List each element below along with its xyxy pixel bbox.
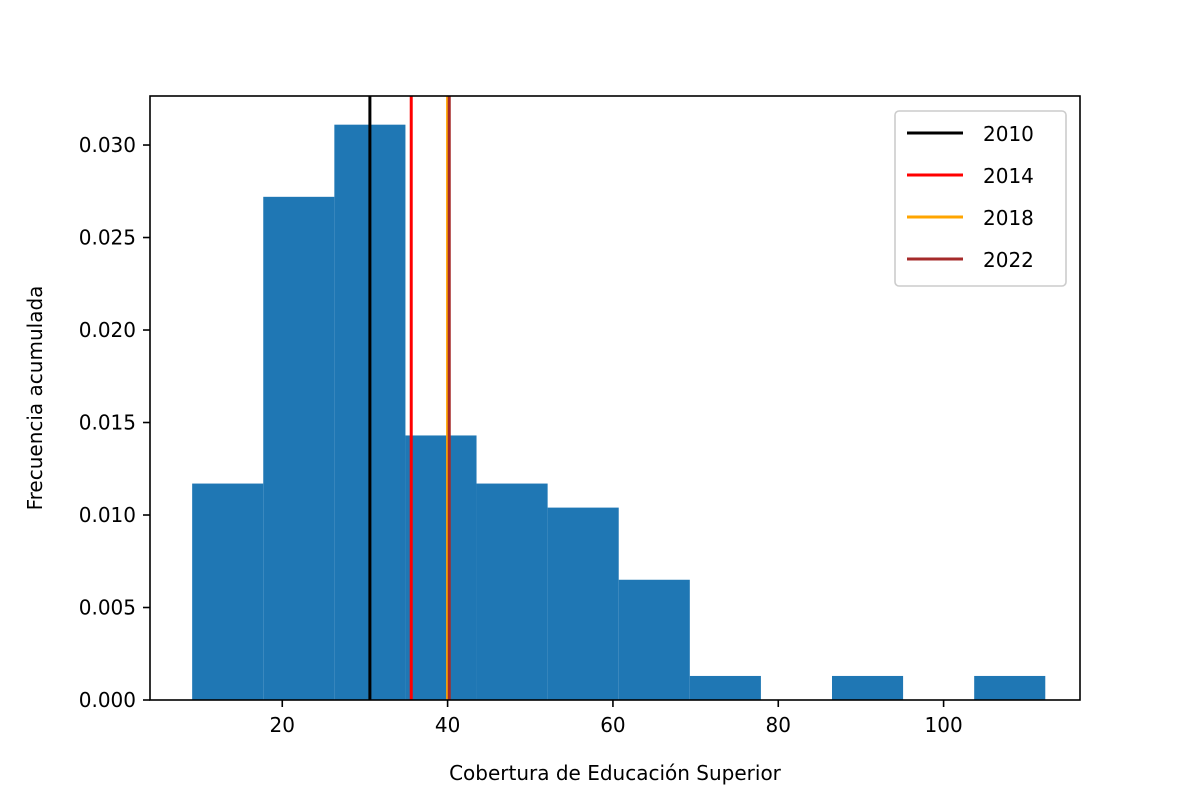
- y-tick-label: 0.015: [79, 411, 136, 435]
- x-tick-label: 100: [925, 713, 963, 737]
- histogram-bar-1: [263, 196, 335, 700]
- y-tick-label: 0.005: [79, 596, 136, 620]
- x-tick-label: 40: [435, 713, 460, 737]
- legend: 2010 2014 2018 2022: [894, 110, 1067, 287]
- x-axis-ticks: 20 40 60 80 100: [270, 700, 963, 737]
- y-tick-label: 0.000: [79, 688, 136, 712]
- histogram-bars: [192, 124, 1046, 700]
- histogram-bar-0: [192, 483, 264, 700]
- x-axis-label: Cobertura de Educación Superior: [449, 761, 782, 785]
- y-axis-label: Frecuencia acumulada: [23, 286, 47, 511]
- histogram-bar-9: [832, 675, 904, 700]
- legend-label: 2010: [983, 122, 1034, 146]
- y-tick-label: 0.020: [79, 318, 136, 342]
- histogram-bar-6: [618, 579, 690, 700]
- legend-box: [894, 110, 1067, 287]
- histogram-bar-11: [974, 675, 1046, 700]
- plot-frame: [149, 95, 1081, 701]
- y-tick-label: 0.025: [79, 226, 136, 250]
- histogram-bar-3: [405, 435, 477, 700]
- x-tick-label: 60: [600, 713, 625, 737]
- legend-label: 2022: [983, 248, 1034, 272]
- y-tick-label: 0.010: [79, 503, 136, 527]
- histogram-bar-7: [689, 675, 761, 700]
- y-tick-label: 0.030: [79, 133, 136, 157]
- histogram-bar-4: [476, 483, 548, 700]
- year-reference-lines: [368, 96, 451, 700]
- x-tick-label: 20: [270, 713, 295, 737]
- legend-label: 2018: [983, 206, 1034, 230]
- y-axis-ticks: 0.000 0.005 0.010 0.015 0.020 0.025 0.030: [79, 133, 150, 712]
- histogram-bar-5: [547, 507, 619, 700]
- legend-label: 2014: [983, 164, 1034, 188]
- x-tick-label: 80: [766, 713, 791, 737]
